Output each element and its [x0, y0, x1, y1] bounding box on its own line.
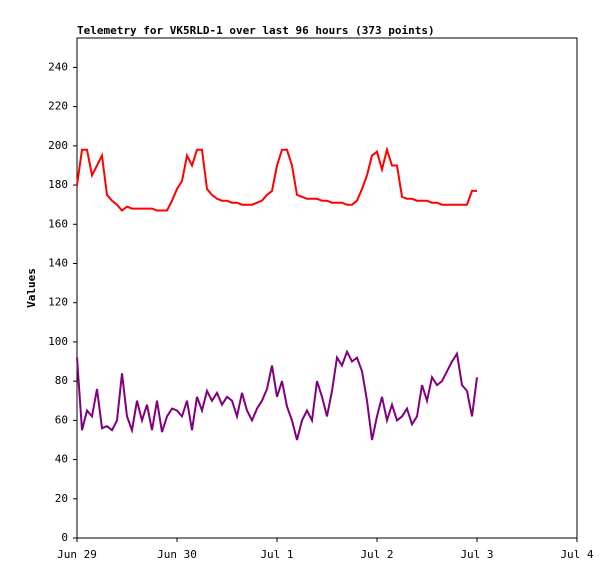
x-tick-label: Jul 1: [260, 548, 293, 561]
x-tick-label: Jul 3: [460, 548, 493, 561]
y-axis-label: Values: [25, 268, 38, 308]
y-tick-label: 20: [55, 492, 68, 505]
y-tick-label: 120: [48, 296, 68, 309]
y-tick-label: 200: [48, 139, 68, 152]
plot-frame: [76, 37, 578, 539]
y-tick-label: 240: [48, 60, 68, 73]
y-tick-label: 220: [48, 100, 68, 113]
y-tick-label: 0: [61, 531, 68, 544]
chart-title: Telemetry for VK5RLD-1 over last 96 hour…: [77, 24, 435, 37]
x-tick-label: Jun 30: [157, 548, 197, 561]
series-line: [76, 349, 478, 441]
series-line: [76, 146, 477, 212]
y-tick-label: 180: [48, 178, 68, 191]
y-tick-label: 140: [48, 256, 68, 269]
y-tick-label: 100: [48, 335, 68, 348]
x-tick-label: Jul 4: [560, 548, 593, 561]
x-tick-label: Jul 2: [360, 548, 393, 561]
y-tick-label: 160: [48, 217, 68, 230]
y-tick-label: 60: [55, 413, 68, 426]
y-tick-label: 80: [55, 374, 68, 387]
y-tick-label: 40: [55, 453, 68, 466]
x-tick-label: Jun 29: [57, 548, 97, 561]
